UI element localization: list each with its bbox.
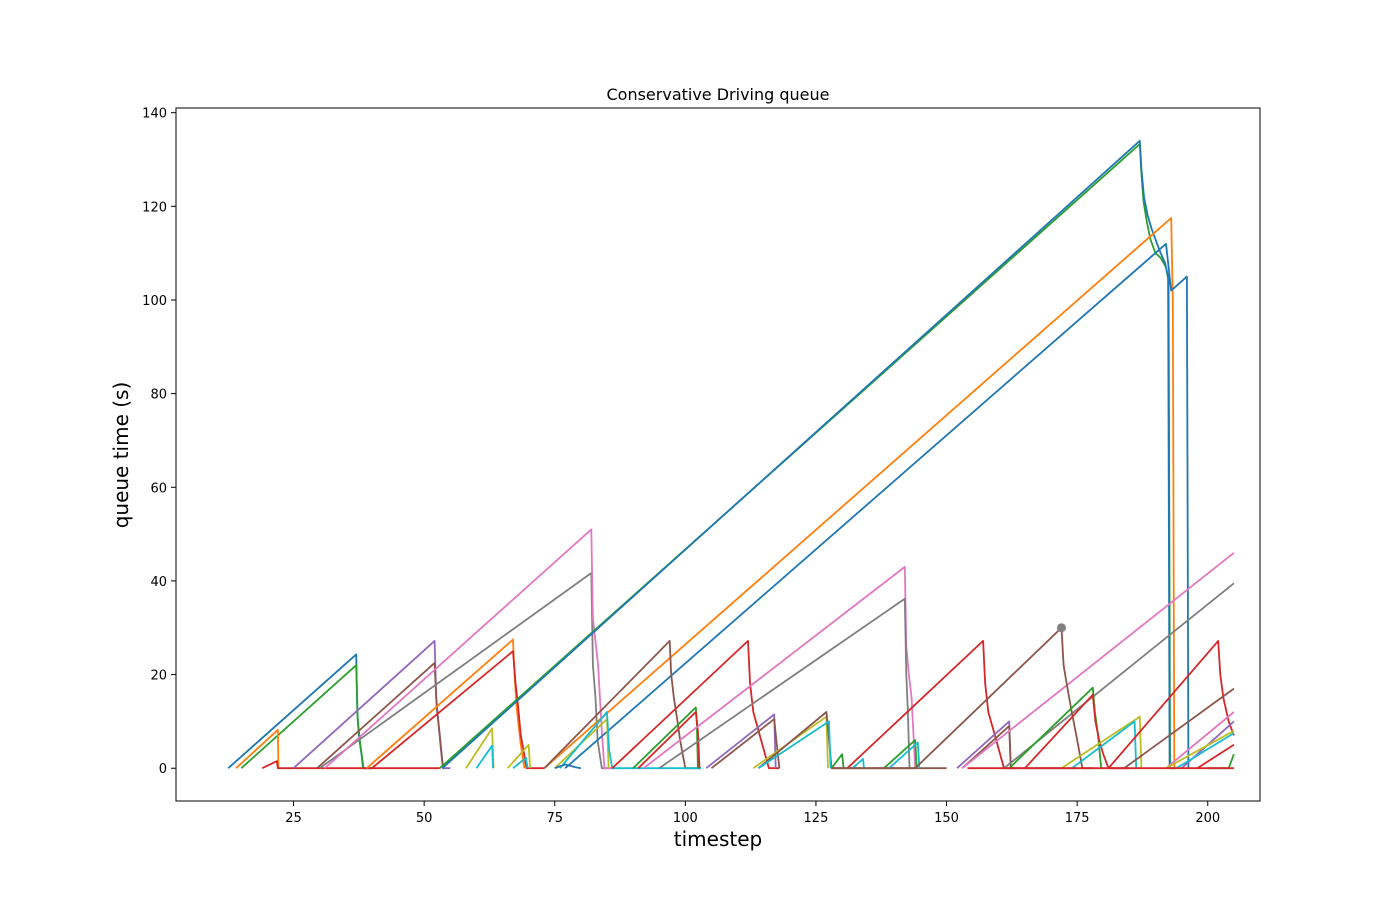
series-line-17 (512, 757, 529, 769)
point-marker-0 (1056, 623, 1066, 633)
series-line-2 (235, 728, 280, 769)
series-line-33 (851, 758, 865, 769)
series-line-45 (1071, 720, 1138, 769)
y-tick-label: 20 (150, 669, 167, 684)
y-tick-label: 40 (150, 575, 167, 590)
plot-frame (175, 107, 1261, 802)
series-line-21 (554, 763, 582, 770)
y-tick-label: 100 (142, 294, 167, 309)
x-axis: 25 50 75 100 125 150 175 200 (285, 801, 1220, 826)
series-line-31 (758, 720, 832, 769)
y-tick-label: 80 (150, 388, 167, 403)
series-line-9 (371, 650, 545, 770)
series-line-11 (441, 139, 1177, 770)
series-line-34 (846, 640, 1015, 770)
series-line-24 (637, 711, 701, 769)
y-axis: 0 20 40 60 80 100 120 140 (142, 107, 176, 777)
series-line-36 (888, 741, 921, 769)
series-line-22 (611, 640, 780, 770)
x-tick-label: 125 (804, 811, 829, 826)
series-line-51 (1175, 732, 1235, 769)
series-line-48 (1165, 711, 1235, 769)
series-line-39 (961, 552, 1235, 769)
x-tick-label: 50 (416, 811, 433, 826)
y-axis-label: queue time (s) (109, 382, 133, 529)
series-line-18 (543, 640, 701, 770)
series-line-28 (710, 718, 781, 769)
x-tick-label: 175 (1065, 811, 1090, 826)
x-tick-label: 75 (546, 811, 563, 826)
series-line-44 (1061, 715, 1143, 769)
series-line-13 (564, 242, 1190, 769)
series-line-12 (543, 217, 1176, 769)
y-tick-label: 60 (150, 481, 167, 496)
x-tick-label: 150 (934, 811, 959, 826)
series-line-16 (507, 743, 532, 769)
series-line-50 (1165, 730, 1235, 769)
series-line-26 (658, 597, 911, 769)
series-line-46 (1107, 640, 1235, 769)
chart-title: Conservative Driving queue (606, 85, 829, 104)
series-line-47 (1123, 687, 1235, 769)
x-axis-label: timestep (674, 827, 762, 851)
series-line-52 (1196, 744, 1235, 769)
series-line-27 (705, 713, 777, 769)
series-line-20 (559, 711, 701, 770)
series-line-35 (883, 739, 918, 769)
series-line-25 (643, 566, 917, 769)
series-layer (227, 139, 1235, 770)
series-line-7 (324, 528, 613, 770)
x-tick-label: 100 (673, 811, 698, 826)
x-tick-label: 200 (1195, 811, 1220, 826)
y-tick-label: 0 (159, 762, 167, 777)
y-tick-label: 140 (142, 107, 167, 122)
y-tick-label: 120 (142, 200, 167, 215)
series-line-32 (830, 753, 845, 769)
series-line-15 (475, 744, 494, 769)
x-tick-label: 25 (285, 811, 302, 826)
series-line-3 (261, 760, 440, 770)
